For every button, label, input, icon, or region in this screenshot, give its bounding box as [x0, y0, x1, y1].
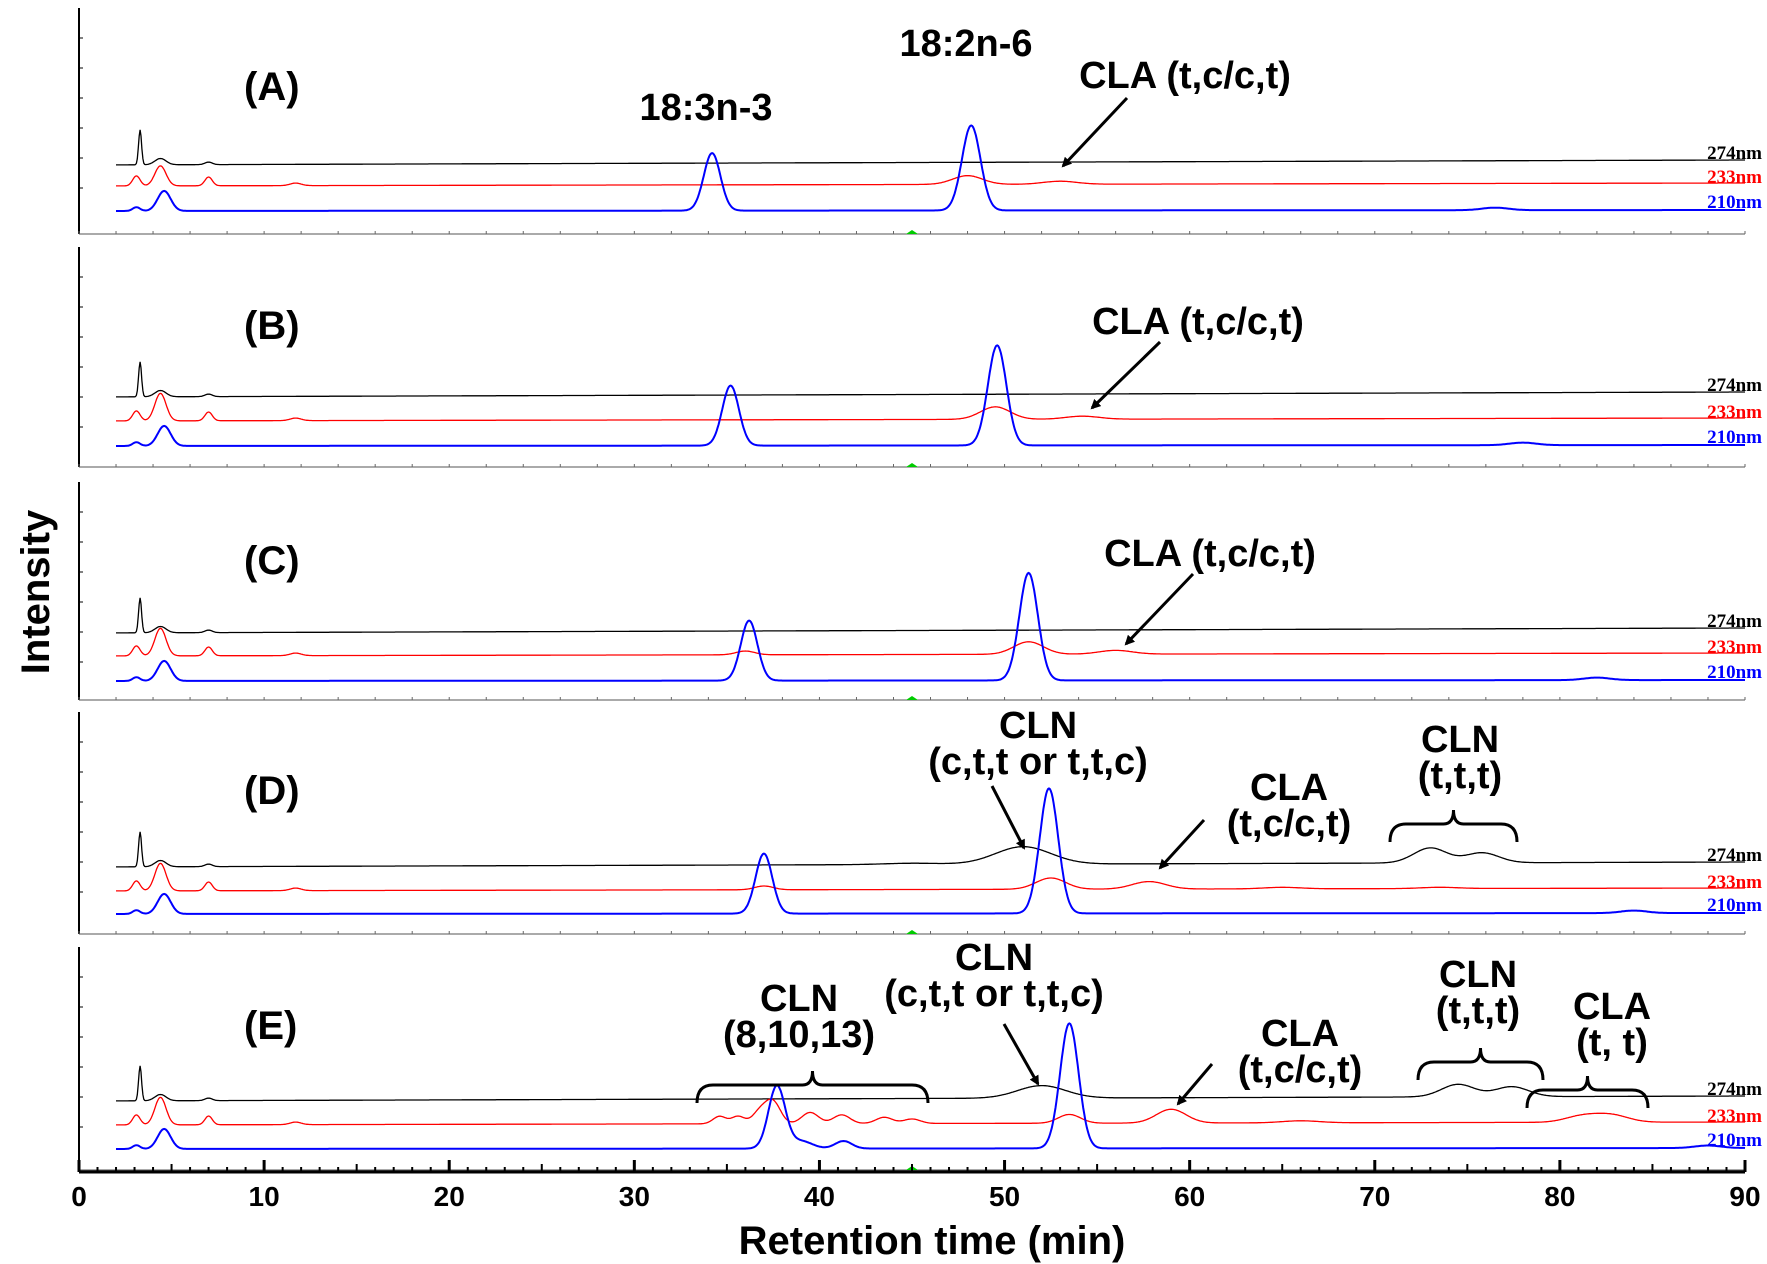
wavelength-label-233nm: 233nm [1707, 167, 1762, 188]
annotation-cla: CLA (t,c/c,t) [1079, 55, 1291, 97]
x-tick-label: 50 [989, 1181, 1020, 1212]
panel-a: 274nm 233nm 210nm (A) [78, 8, 1762, 235]
trace-233nm [116, 165, 1745, 187]
annotation-cln-isomer: (8,10,13) [723, 1014, 875, 1056]
annotation-arrow [990, 785, 1026, 850]
x-tick-label: 60 [1174, 1181, 1205, 1212]
trace-274nm [116, 361, 1745, 398]
trace-233nm [116, 392, 1745, 422]
annotation-arrow [1176, 1063, 1214, 1106]
annotation-cln-isomer: (t,t,t) [1436, 990, 1520, 1032]
trace-274nm [116, 597, 1745, 634]
annotation-cln: CLN [999, 705, 1077, 747]
chromatogram-panels: 274nm233nm210nm(A)274nm233nm210nm(B)274n… [78, 8, 1762, 1171]
annotation-cln: CLN [1439, 954, 1517, 996]
trace-233nm [116, 627, 1745, 657]
annotation-arrow [1090, 340, 1162, 410]
x-axis: 0 10 20 30 40 50 60 70 80 90 [71, 1160, 1761, 1212]
wavelength-label-210nm: 210nm [1707, 1130, 1762, 1151]
trace-233nm [116, 1096, 1745, 1126]
x-tick-label: 20 [434, 1181, 465, 1212]
x-tick-label: 0 [71, 1181, 87, 1212]
trace-233nm [116, 862, 1745, 892]
panel-label: (A) [244, 65, 300, 109]
peak-label-18-3n-3: 18:3n-3 [639, 87, 772, 129]
x-tick-label: 90 [1729, 1181, 1760, 1212]
annotation-cla: CLA [1573, 986, 1651, 1028]
y-axis-title: Intensity [14, 509, 58, 674]
trace-274nm [116, 129, 1745, 166]
annotation-cln-isomer: (t,t,t) [1418, 755, 1502, 797]
wavelength-label-274nm: 274nm [1707, 143, 1762, 164]
annotation-cln: CLN [760, 978, 838, 1020]
annotation-brace [1525, 1075, 1650, 1109]
annotation-arrow [1002, 1023, 1040, 1086]
wavelength-label-274nm: 274nm [1707, 845, 1762, 866]
annotation-cln-isomer: (c,t,t or t,t,c) [928, 741, 1148, 783]
wavelength-label-210nm: 210nm [1707, 662, 1762, 683]
panel-c: 274nm 233nm 210nm (C) [78, 482, 1762, 701]
wavelength-label-233nm: 233nm [1707, 637, 1762, 658]
wavelength-label-233nm: 233nm [1707, 402, 1762, 423]
panel-b: 274nm 233nm 210nm (B) [78, 247, 1762, 468]
trace-210nm [116, 344, 1745, 447]
panel-e: 274nm 233nm 210nm (E) [78, 947, 1762, 1171]
wavelength-label-233nm: 233nm [1707, 1106, 1762, 1127]
annotation-arrow [1124, 572, 1195, 646]
green-marker [906, 696, 918, 700]
panel-label: (E) [244, 1004, 297, 1048]
wavelength-label-274nm: 274nm [1707, 1079, 1762, 1100]
wavelength-label-210nm: 210nm [1707, 895, 1762, 916]
trace-210nm [116, 1022, 1746, 1150]
trace-210nm [116, 571, 1745, 682]
trace-274nm [116, 831, 1745, 868]
annotation-cla: CLA (t,c/c,t) [1104, 533, 1316, 575]
annotation-brace [1388, 809, 1519, 843]
x-tick-label: 10 [249, 1181, 280, 1212]
wavelength-label-210nm: 210nm [1707, 192, 1762, 213]
annotation-cln: CLN [955, 937, 1033, 979]
annotation-arrow [1158, 818, 1206, 870]
annotation-cla-isomer: (t, t) [1576, 1022, 1648, 1064]
panel-label: (C) [244, 539, 300, 583]
wavelength-label-233nm: 233nm [1707, 872, 1762, 893]
annotation-brace [1416, 1047, 1545, 1081]
annotation-cla: CLA [1250, 767, 1328, 809]
green-marker [906, 230, 918, 234]
wavelength-label-274nm: 274nm [1707, 375, 1762, 396]
annotation-cln: CLN [1421, 719, 1499, 761]
x-tick-label: 80 [1544, 1181, 1575, 1212]
annotation-cla: CLA [1261, 1013, 1339, 1055]
peak-label-18-2n-6: 18:2n-6 [899, 23, 1032, 65]
annotation-cla: CLA (t,c/c,t) [1092, 301, 1304, 343]
x-tick-label: 40 [804, 1181, 835, 1212]
trace-210nm [116, 787, 1745, 915]
panel-label: (D) [244, 769, 300, 813]
trace-210nm [116, 124, 1745, 212]
trace-274nm [116, 1065, 1745, 1102]
annotation-arrow [1061, 96, 1129, 168]
annotation-cla-isomer: (t,c/c,t) [1227, 803, 1352, 845]
wavelength-label-274nm: 274nm [1707, 611, 1762, 632]
annotation-cln-isomer: (c,t,t or t,t,c) [884, 973, 1104, 1015]
panel-label: (B) [244, 304, 300, 348]
annotation-brace [695, 1070, 930, 1104]
x-tick-label: 70 [1359, 1181, 1390, 1212]
x-tick-label: 30 [619, 1181, 650, 1212]
x-axis-title: Retention time (min) [739, 1219, 1126, 1263]
green-marker [906, 463, 918, 467]
green-marker [906, 930, 918, 934]
wavelength-label-210nm: 210nm [1707, 427, 1762, 448]
annotation-cla-isomer: (t,c/c,t) [1238, 1049, 1363, 1091]
